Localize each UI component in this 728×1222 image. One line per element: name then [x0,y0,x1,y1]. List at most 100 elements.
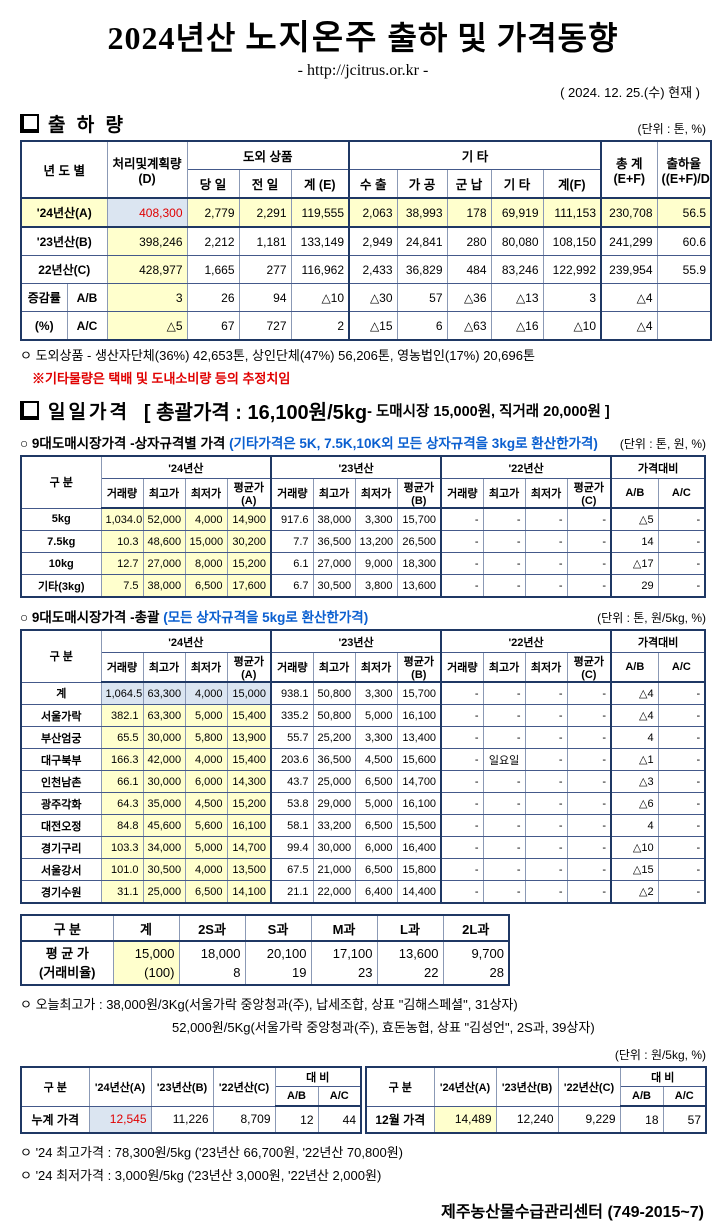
cell: 14,700 [226,836,272,859]
cell: 36,500 [312,530,356,553]
cell: - [566,530,612,553]
cell: 119,555 [290,197,350,228]
cell: - [657,507,706,531]
header-cell: 거래량 [440,478,484,509]
cell: 55.9 [656,255,712,284]
header-cell: 최저가 [524,478,568,509]
cell: - [482,507,526,531]
cell: - [482,530,526,553]
cell: 6 [396,311,448,341]
cell: 14 [610,530,659,553]
header-cell: 최고가 [482,652,526,683]
header-cell: 대 비 [619,1066,707,1087]
by-box-subsection-header: ○ 9대도매시장가격 -상자규격별 가격 (기타가격은 5K, 7.5K,10K… [20,432,706,452]
header-cell: 도외 상품 [186,140,350,170]
by-box-conversion-note: (기타가격은 5K, 7.5K,10K외 모든 상자규격을 3kg로 환산한가격… [229,436,598,451]
cell: 6,500 [354,858,398,881]
cell: - [524,530,568,553]
cell: 9,700 28 [442,940,510,986]
header-cell: 처리및계획량 (D) [106,140,188,199]
cell: 4 [610,726,659,749]
cell: 16,100 [226,814,272,837]
header-cell: 최고가 [312,652,356,683]
header-cell: 년 도 별 [20,140,108,199]
cell: 63,300 [142,704,186,727]
cell: △10 [542,311,602,341]
cell: 일요일 [482,748,526,771]
cell [656,311,712,341]
cell: 10kg [20,552,102,575]
by-box-unit-label: (단위 : 톤, 원, %) [619,437,706,451]
cell: 94 [238,283,292,312]
header-cell: 평균가(A) [226,478,272,509]
square-bullet-icon [20,401,39,420]
cell: △36 [446,283,492,312]
cell: 6,000 [354,836,398,859]
square-bullet-icon [20,114,39,133]
cell: 9,229 [557,1105,621,1134]
header-cell: '23년산(B) [150,1066,214,1107]
cell: - [482,770,526,793]
cell: 66.1 [100,770,144,793]
header-cell: 총 계 (E+F) [600,140,658,199]
footer-org: 제주농산물수급관리센터 (749-2015~7) [441,1204,704,1221]
cell: - [524,681,568,705]
cell: - [482,814,526,837]
cell: △10 [610,836,659,859]
cell: 280 [446,226,492,256]
cell: 178 [446,197,492,228]
cell: - [566,880,612,904]
cell: 15,000 [226,681,272,705]
header-cell: '24년산 [100,629,272,653]
cell: - [440,552,484,575]
cell: 26,500 [396,530,442,553]
cell: - [440,770,484,793]
cell: - [566,770,612,793]
header-cell: '23년산(B) [495,1066,559,1107]
header-cell: L과 [376,914,444,942]
header-cell: A/C [317,1086,362,1107]
cell: 2,063 [348,197,398,228]
cell: △13 [490,283,544,312]
cell: 서울가락 [20,704,102,727]
cell: 4,500 [354,748,398,771]
cell: 69,919 [490,197,544,228]
cell: 2 [290,311,350,341]
cell: 13,200 [354,530,398,553]
cell: 대구북부 [20,748,102,771]
as-of-date: ( 2024. 12. 25.(수) 현재 ) [560,85,700,100]
cell: 55.7 [270,726,314,749]
december-price-table-grid: 구 분 '24년산(A) '23년산(B) '22년산(C) 대 비 A/B A/C 12월 … [365,1066,708,1134]
grade-price-table-grid: 구 분 계 2S과 S과 M과 L과 2L과 평 균 가 (거래비율) 15,000 (100)… [20,914,510,986]
cell: - [566,726,612,749]
cell: - [657,858,706,881]
cell: 5,000 [354,792,398,815]
header-cell: 당 일 [186,169,240,199]
cell: 84.8 [100,814,144,837]
cell: 8,709 [212,1105,276,1134]
cell: '23년산(B) [20,226,108,256]
site-url: - http://jcitrus.or.kr - [297,62,429,79]
cell: 230,708 [600,197,658,228]
cell: 15,200 [226,792,272,815]
overall-label-text: ○ 9대도매시장가격 -총괄 [20,610,160,625]
title-prefix: 2024년산 [107,20,246,56]
cell: - [440,507,484,531]
cell: 1,034.0 [100,507,144,531]
cell: 1,181 [238,226,292,256]
cell: 서울강서 [20,858,102,881]
cell: 938.1 [270,681,314,705]
cell: 13,400 [396,726,442,749]
cell: - [440,748,484,771]
cell: - [482,880,526,904]
cell: '24년산(A) [20,197,108,228]
cell: 917.6 [270,507,314,531]
cell: 17,600 [226,574,272,598]
cell: - [524,814,568,837]
cell: 14,400 [396,880,442,904]
header-cell: 가격대비 [610,455,706,479]
cell: - [482,836,526,859]
price-by-box-table-grid: 구 분 '24년산 '23년산 '22년산 가격대비 거래량 최고가 최저가 평균가(A) 거래량… [20,455,707,598]
cell: 29,000 [312,792,356,815]
